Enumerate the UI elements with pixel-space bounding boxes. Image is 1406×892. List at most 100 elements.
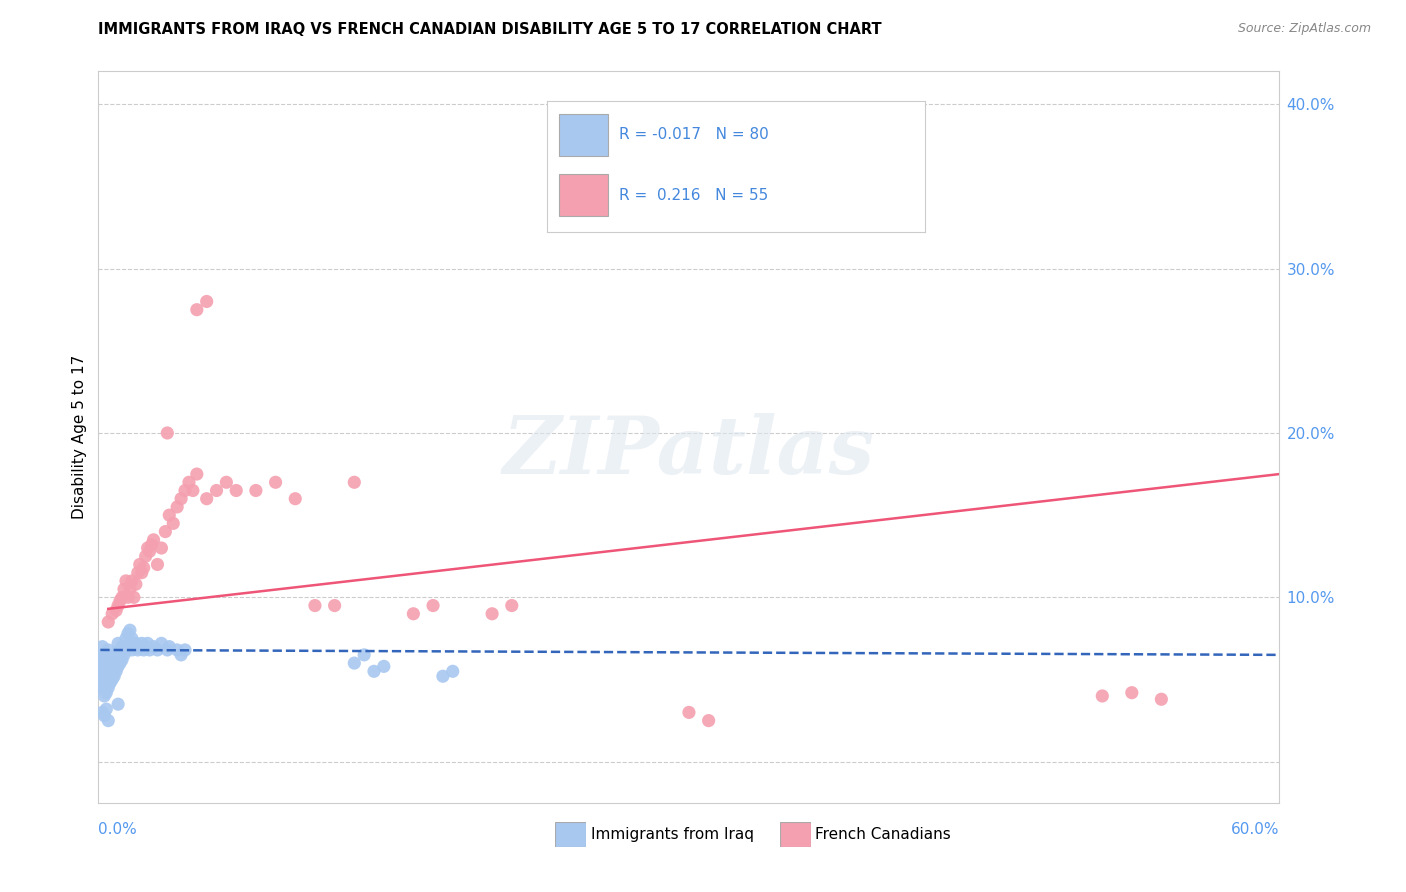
Point bbox=[501, 599, 523, 613]
Point bbox=[121, 632, 143, 646]
Point bbox=[166, 500, 188, 514]
Point bbox=[112, 582, 135, 596]
Point bbox=[93, 648, 115, 662]
Point bbox=[108, 593, 131, 607]
Point bbox=[363, 665, 385, 679]
Point bbox=[96, 653, 118, 667]
Point bbox=[97, 665, 120, 679]
Point bbox=[122, 640, 145, 654]
Point bbox=[89, 656, 111, 670]
Point bbox=[101, 656, 124, 670]
Point bbox=[115, 574, 138, 588]
Point bbox=[97, 615, 120, 629]
Point bbox=[121, 643, 143, 657]
Point bbox=[1091, 689, 1114, 703]
Point bbox=[98, 659, 121, 673]
Point bbox=[136, 541, 159, 555]
Point bbox=[101, 665, 124, 679]
Point bbox=[138, 544, 160, 558]
Point bbox=[96, 675, 118, 690]
Point bbox=[131, 566, 153, 580]
Point bbox=[118, 624, 141, 638]
Point bbox=[107, 648, 129, 662]
Point bbox=[323, 599, 346, 613]
Point bbox=[118, 582, 141, 596]
Point bbox=[89, 665, 111, 679]
Point bbox=[402, 607, 425, 621]
Point bbox=[107, 697, 129, 711]
Point bbox=[304, 599, 326, 613]
Point bbox=[91, 706, 114, 720]
Point bbox=[245, 483, 267, 498]
Text: Source: ZipAtlas.com: Source: ZipAtlas.com bbox=[1237, 22, 1371, 36]
Point bbox=[115, 632, 138, 646]
Point bbox=[91, 648, 114, 662]
Point bbox=[105, 603, 128, 617]
Text: IMMIGRANTS FROM IRAQ VS FRENCH CANADIAN DISABILITY AGE 5 TO 17 CORRELATION CHART: IMMIGRANTS FROM IRAQ VS FRENCH CANADIAN … bbox=[98, 22, 882, 37]
Text: French Canadians: French Canadians bbox=[815, 828, 952, 842]
Point bbox=[121, 574, 143, 588]
Point bbox=[128, 640, 150, 654]
Point bbox=[127, 643, 149, 657]
Point bbox=[142, 640, 165, 654]
Point bbox=[117, 640, 139, 654]
Point bbox=[142, 533, 165, 547]
Point bbox=[117, 591, 139, 605]
Point bbox=[264, 475, 287, 490]
Point bbox=[186, 467, 208, 481]
Point bbox=[186, 302, 208, 317]
Point bbox=[353, 648, 375, 662]
Point bbox=[108, 643, 131, 657]
Point bbox=[97, 673, 120, 687]
Point bbox=[112, 648, 135, 662]
Point bbox=[441, 665, 464, 679]
Point bbox=[111, 653, 134, 667]
Point bbox=[91, 681, 114, 695]
Point bbox=[96, 686, 118, 700]
Point bbox=[125, 577, 148, 591]
Point bbox=[156, 643, 179, 657]
Point bbox=[91, 640, 114, 654]
Point bbox=[107, 599, 129, 613]
Point bbox=[111, 640, 134, 654]
Point bbox=[132, 643, 155, 657]
Point bbox=[170, 491, 193, 506]
Point bbox=[93, 681, 115, 695]
Point bbox=[128, 558, 150, 572]
Y-axis label: Disability Age 5 to 17: Disability Age 5 to 17 bbox=[72, 355, 87, 519]
Point bbox=[93, 689, 115, 703]
Point bbox=[93, 665, 115, 679]
Point bbox=[103, 659, 125, 673]
Point bbox=[115, 643, 138, 657]
Point bbox=[1150, 692, 1173, 706]
Point bbox=[195, 294, 218, 309]
Point bbox=[157, 640, 180, 654]
Point bbox=[96, 669, 118, 683]
Point bbox=[127, 566, 149, 580]
Point bbox=[174, 643, 197, 657]
Point bbox=[97, 681, 120, 695]
Point bbox=[132, 560, 155, 574]
Point bbox=[373, 659, 395, 673]
Point bbox=[146, 558, 169, 572]
Point bbox=[156, 425, 179, 440]
Point bbox=[343, 475, 366, 490]
Point bbox=[98, 651, 121, 665]
Point bbox=[122, 591, 145, 605]
Point bbox=[481, 607, 503, 621]
Point bbox=[93, 708, 115, 723]
Point bbox=[195, 491, 218, 506]
Point bbox=[131, 636, 153, 650]
Point bbox=[93, 673, 115, 687]
Point bbox=[150, 541, 173, 555]
Point bbox=[174, 483, 197, 498]
Point bbox=[125, 636, 148, 650]
Point bbox=[343, 656, 366, 670]
Point bbox=[135, 549, 157, 564]
Text: 60.0%: 60.0% bbox=[1232, 822, 1279, 837]
Point bbox=[101, 673, 124, 687]
Point bbox=[166, 643, 188, 657]
Point bbox=[181, 483, 204, 498]
Point bbox=[150, 636, 173, 650]
Point bbox=[91, 665, 114, 679]
